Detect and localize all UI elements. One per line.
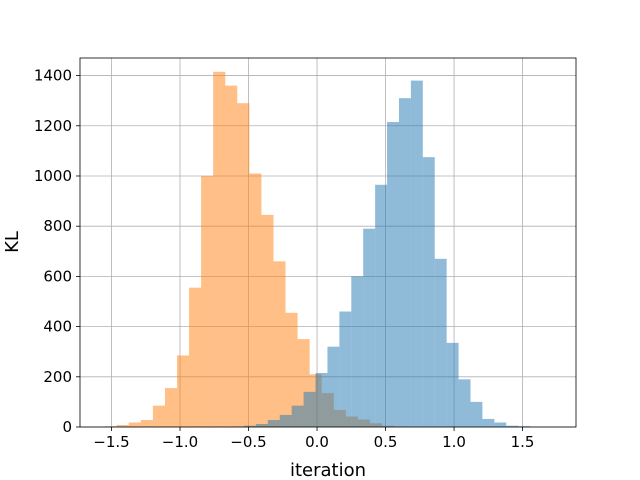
histogram-bar xyxy=(267,419,280,427)
histogram-bar xyxy=(446,342,459,427)
histogram-bar xyxy=(375,184,388,427)
histogram-bar xyxy=(422,157,435,427)
histogram-bar xyxy=(458,379,471,427)
histogram-bar xyxy=(398,98,411,427)
histogram-bar xyxy=(177,355,190,427)
histogram-bar xyxy=(291,405,304,427)
histogram-bar xyxy=(152,405,165,427)
histogram-bar xyxy=(482,418,495,427)
histogram-bar xyxy=(494,422,507,427)
histogram-bar xyxy=(470,401,483,427)
histogram-bar xyxy=(410,80,423,428)
y-tick-label: 200 xyxy=(43,368,72,386)
histogram-bar xyxy=(261,214,274,427)
histogram-bar xyxy=(327,346,340,427)
histogram-bar xyxy=(273,261,286,427)
histogram-bar xyxy=(225,85,238,427)
histogram-bar xyxy=(249,173,262,427)
histogram-bar xyxy=(164,388,178,427)
x-tick-label: −1.5 xyxy=(93,433,129,451)
x-tick-label: −0.5 xyxy=(230,433,266,451)
y-tick-label: 0 xyxy=(62,418,72,436)
histogram-bar xyxy=(285,312,298,427)
histogram-bars xyxy=(104,71,531,428)
histogram-bar xyxy=(315,373,328,427)
histogram-bar xyxy=(434,258,447,427)
y-tick-label: 800 xyxy=(43,217,72,235)
y-tick-label: 1400 xyxy=(34,67,72,85)
histogram-bar xyxy=(201,175,214,427)
x-axis-ticks: −1.5 −1.0 −0.5 0.0 0.5 1.0 1.5 xyxy=(93,427,534,451)
histogram-bar xyxy=(237,103,250,428)
histogram-series-0 xyxy=(104,71,407,428)
histogram-bar xyxy=(303,391,316,427)
histogram-bar xyxy=(351,276,364,427)
x-tick-label: −1.0 xyxy=(162,433,198,451)
histogram-bar xyxy=(363,228,376,427)
y-tick-label: 1000 xyxy=(34,167,72,185)
histogram-bar xyxy=(339,311,352,427)
y-tick-label: 400 xyxy=(43,318,72,336)
histogram-bar xyxy=(140,419,153,427)
y-axis-label: KL xyxy=(2,231,23,253)
y-tick-label: 600 xyxy=(43,267,72,285)
histogram-bar xyxy=(387,122,399,428)
y-tick-label: 1200 xyxy=(34,117,72,135)
histogram-bar xyxy=(255,423,268,427)
x-axis-label: iteration xyxy=(290,460,366,480)
plot-frame xyxy=(79,57,577,428)
histogram-bar xyxy=(244,425,256,427)
x-tick-label: 0.0 xyxy=(305,433,329,451)
histogram-bar xyxy=(128,422,141,427)
histogram-bar xyxy=(189,287,202,427)
histogram-series-1 xyxy=(232,80,531,428)
histogram-bar xyxy=(506,425,519,427)
x-tick-label: 1.0 xyxy=(442,433,466,451)
histogram-bar xyxy=(213,71,226,427)
x-tick-label: 1.5 xyxy=(511,433,535,451)
y-axis-ticks: 0 200 400 600 800 1000 1200 1400 xyxy=(34,67,80,436)
x-tick-label: 0.5 xyxy=(374,433,398,451)
histogram-bar xyxy=(116,424,129,427)
histogram-bar xyxy=(279,414,292,427)
